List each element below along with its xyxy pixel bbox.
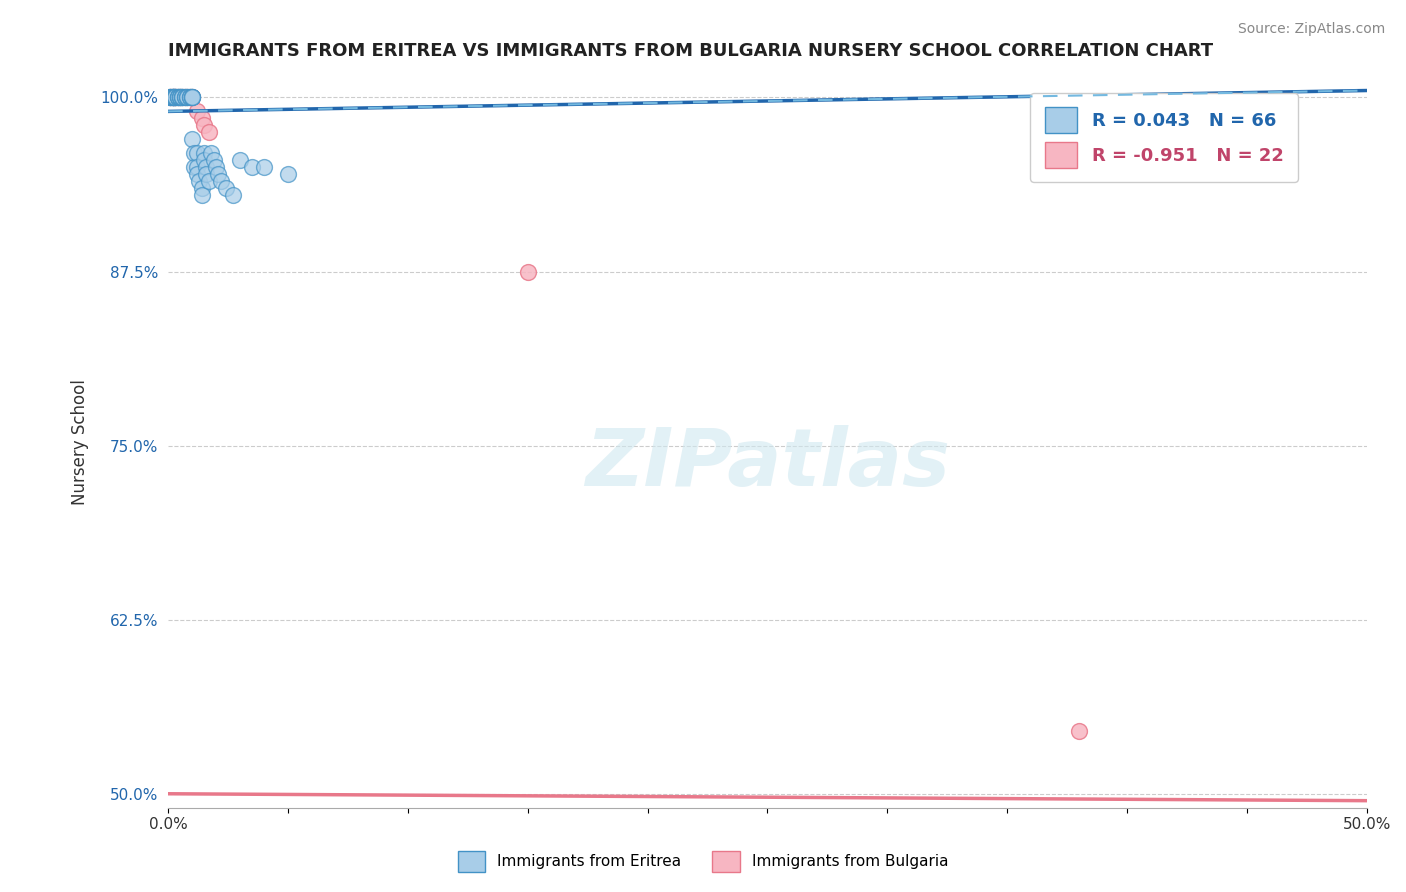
Point: [172, 90, 194, 104]
Point: [198, 125, 221, 139]
Point: [165, 90, 187, 104]
Point: [159, 90, 181, 104]
Point: [159, 90, 181, 104]
Point: [176, 90, 198, 104]
Point: [1069, 724, 1091, 739]
Point: [159, 90, 181, 104]
Point: [159, 90, 181, 104]
Point: [193, 153, 215, 168]
Point: [162, 90, 184, 104]
Point: [166, 90, 188, 104]
Point: [173, 90, 195, 104]
Point: [162, 90, 184, 104]
Point: [190, 188, 212, 202]
Point: [169, 90, 191, 104]
Text: Source: ZipAtlas.com: Source: ZipAtlas.com: [1237, 22, 1385, 37]
Legend: Immigrants from Eritrea, Immigrants from Bulgaria: Immigrants from Eritrea, Immigrants from…: [450, 843, 956, 880]
Point: [183, 160, 205, 174]
Y-axis label: Nursery School: Nursery School: [72, 379, 89, 505]
Point: [190, 112, 212, 126]
Point: [169, 90, 191, 104]
Point: [176, 90, 198, 104]
Point: [176, 90, 198, 104]
Point: [165, 90, 187, 104]
Point: [186, 104, 208, 119]
Point: [172, 90, 194, 104]
Point: [173, 90, 195, 104]
Point: [179, 90, 201, 104]
Point: [181, 90, 204, 104]
Point: [166, 90, 188, 104]
Point: [253, 160, 276, 174]
Point: [172, 90, 194, 104]
Point: [169, 90, 191, 104]
Point: [516, 264, 538, 278]
Text: IMMIGRANTS FROM ERITREA VS IMMIGRANTS FROM BULGARIA NURSERY SCHOOL CORRELATION C: IMMIGRANTS FROM ERITREA VS IMMIGRANTS FR…: [169, 42, 1213, 60]
Point: [202, 153, 225, 168]
Point: [173, 90, 195, 104]
Point: [200, 146, 222, 161]
Point: [183, 146, 205, 161]
Point: [190, 181, 212, 195]
Point: [179, 90, 201, 104]
Legend: R = 0.043   N = 66, R = -0.951   N = 22: R = 0.043 N = 66, R = -0.951 N = 22: [1031, 93, 1298, 182]
Point: [165, 90, 187, 104]
Point: [172, 90, 194, 104]
Point: [193, 146, 215, 161]
Point: [188, 174, 211, 188]
Point: [165, 90, 187, 104]
Point: [277, 167, 299, 181]
Point: [186, 146, 208, 161]
Point: [193, 119, 215, 133]
Text: ZIPatlas: ZIPatlas: [585, 425, 950, 503]
Point: [165, 90, 187, 104]
Point: [166, 90, 188, 104]
Point: [209, 174, 232, 188]
Point: [205, 160, 228, 174]
Point: [169, 90, 191, 104]
Point: [162, 90, 184, 104]
Point: [214, 181, 236, 195]
Point: [186, 160, 208, 174]
Point: [240, 160, 263, 174]
Point: [162, 90, 184, 104]
Point: [162, 90, 184, 104]
Point: [166, 90, 188, 104]
Point: [172, 90, 194, 104]
Point: [159, 90, 181, 104]
Point: [207, 167, 229, 181]
Point: [195, 167, 218, 181]
Point: [165, 90, 187, 104]
Point: [186, 167, 208, 181]
Point: [166, 90, 188, 104]
Point: [181, 90, 204, 104]
Point: [162, 90, 184, 104]
Point: [173, 90, 195, 104]
Point: [162, 90, 184, 104]
Point: [162, 90, 184, 104]
Point: [229, 153, 252, 168]
Point: [179, 90, 201, 104]
Point: [195, 160, 218, 174]
Point: [181, 90, 204, 104]
Point: [222, 188, 245, 202]
Point: [181, 132, 204, 146]
Point: [181, 90, 204, 104]
Point: [162, 90, 184, 104]
Point: [169, 90, 191, 104]
Point: [159, 90, 181, 104]
Point: [165, 90, 187, 104]
Point: [179, 90, 201, 104]
Point: [176, 90, 198, 104]
Point: [181, 90, 204, 104]
Point: [198, 174, 221, 188]
